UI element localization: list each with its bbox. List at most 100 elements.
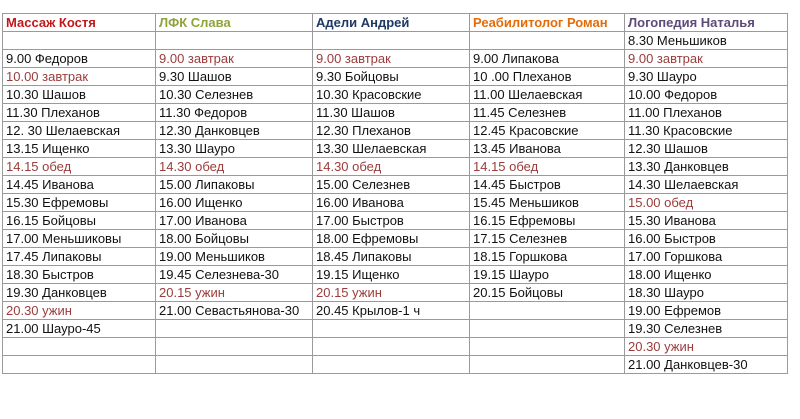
schedule-cell: 13.30 Шауро — [155, 139, 313, 158]
schedule-cell: 9.30 Бойцовы — [312, 67, 470, 86]
schedule-cell: 19.30 Данковцев — [2, 283, 156, 302]
table-row: 14.15 обед 14.30 обед 14.30 обед 14.15 обед… — [2, 157, 788, 176]
schedule-cell: 15.30 Ефремовы — [2, 193, 156, 212]
schedule-cell: 13.30 Шелаевская — [312, 139, 470, 158]
header-adeli: Адели Андрей — [312, 13, 470, 32]
schedule-cell: 19.15 Ищенко — [312, 265, 470, 284]
schedule-cell: 18.00 Ищенко — [624, 265, 788, 284]
header-row: Массаж Костя ЛФК Слава Адели Андрей Реаб… — [2, 13, 788, 32]
schedule-cell — [155, 31, 313, 50]
table-row: 21.00 Шауро-45 19.30 Селезнев — [2, 319, 788, 338]
schedule-cell: 10.30 Шашов — [2, 85, 156, 104]
table-row: 11.30 Плеханов 11.30 Федоров 11.30 Шашов 11… — [2, 103, 788, 122]
schedule-cell: 16.00 Ищенко — [155, 193, 313, 212]
schedule-cell: 21.00 Севастьянова-30 — [155, 301, 313, 320]
schedule-cell: 12.30 Шашов — [624, 139, 788, 158]
schedule-cell: 18.15 Горшкова — [469, 247, 625, 266]
schedule-cell: 12.45 Красовские — [469, 121, 625, 140]
schedule-cell: 18.30 Быстров — [2, 265, 156, 284]
schedule-cell: 14.45 Быстров — [469, 175, 625, 194]
header-rehab: Реабилитолог Роман — [469, 13, 625, 32]
schedule-cell: 9.00 Липакова — [469, 49, 625, 68]
schedule-cell: 20.15 Бойцовы — [469, 283, 625, 302]
schedule-cell: 17.00 Меньшиковы — [2, 229, 156, 248]
schedule-cell: 9.30 Шауро — [624, 67, 788, 86]
schedule-cell: 13.45 Иванова — [469, 139, 625, 158]
schedule-cell: 14.15 обед — [2, 157, 156, 176]
schedule-cell — [2, 31, 156, 50]
schedule-cell: 10.00 завтрак — [2, 67, 156, 86]
schedule-cell: 21.00 Данковцев-30 — [624, 355, 788, 374]
schedule-cell: 19.45 Селезнева-30 — [155, 265, 313, 284]
schedule-cell — [469, 319, 625, 338]
schedule-cell: 18.00 Бойцовы — [155, 229, 313, 248]
schedule-cell: 17.45 Липаковы — [2, 247, 156, 266]
table-row: 18.30 Быстров 19.45 Селезнева-30 19.15 Ище… — [2, 265, 788, 284]
schedule-cell: 8.30 Меньшиков — [624, 31, 788, 50]
schedule-cell: 9.00 завтрак — [155, 49, 313, 68]
schedule-cell: 19.00 Ефремов — [624, 301, 788, 320]
schedule-cell: 16.15 Бойцовы — [2, 211, 156, 230]
schedule-cell — [469, 355, 625, 374]
schedule-cell: 15.30 Иванова — [624, 211, 788, 230]
schedule-cell: 9.00 завтрак — [624, 49, 788, 68]
table-row: 9.00 Федоров 9.00 завтрак 9.00 завтрак 9.00… — [2, 49, 788, 68]
table-row: 16.15 Бойцовы 17.00 Иванова 17.00 Быстров 1… — [2, 211, 788, 230]
table-row: 12. 30 Шелаевская 12.30 Данковцев 12.30 Пл… — [2, 121, 788, 140]
schedule-cell: 10.30 Красовские — [312, 85, 470, 104]
schedule-cell: 12.30 Данковцев — [155, 121, 313, 140]
schedule-cell: 20.30 ужин — [2, 301, 156, 320]
table-row: 17.00 Меньшиковы 18.00 Бойцовы 18.00 Ефрем… — [2, 229, 788, 248]
schedule-cell: 11.00 Плеханов — [624, 103, 788, 122]
schedule-cell — [312, 319, 470, 338]
schedule-cell: 9.00 Федоров — [2, 49, 156, 68]
schedule-cell: 15.00 Селезнев — [312, 175, 470, 194]
header-lfk: ЛФК Слава — [155, 13, 313, 32]
schedule-cell — [469, 301, 625, 320]
schedule-cell: 14.15 обед — [469, 157, 625, 176]
table-row: 13.15 Ищенко 13.30 Шауро 13.30 Шелаевская 1… — [2, 139, 788, 158]
schedule-cell: 18.45 Липаковы — [312, 247, 470, 266]
table-row: 19.30 Данковцев 20.15 ужин 20.15 ужин 20.15… — [2, 283, 788, 302]
schedule-cell: 19.15 Шауро — [469, 265, 625, 284]
schedule-cell: 14.30 обед — [155, 157, 313, 176]
schedule-cell: 11.30 Шашов — [312, 103, 470, 122]
schedule-cell: 20.15 ужин — [155, 283, 313, 302]
schedule-cell: 10.30 Селезнев — [155, 85, 313, 104]
schedule-cell: 11.30 Федоров — [155, 103, 313, 122]
schedule-cell: 13.30 Данковцев — [624, 157, 788, 176]
schedule-cell: 13.15 Ищенко — [2, 139, 156, 158]
schedule-cell: 11.30 Красовские — [624, 121, 788, 140]
schedule-cell: 14.30 обед — [312, 157, 470, 176]
table-row: 10.00 завтрак 9.30 Шашов 9.30 Бойцовы 10 .0… — [2, 67, 788, 86]
schedule-cell: 11.45 Селезнев — [469, 103, 625, 122]
schedule-cell: 11.00 Шелаевская — [469, 85, 625, 104]
schedule-cell: 9.00 завтрак — [312, 49, 470, 68]
schedule-cell: 18.30 Шауро — [624, 283, 788, 302]
header-massage: Массаж Костя — [2, 13, 156, 32]
schedule-cell: 14.30 Шелаевская — [624, 175, 788, 194]
schedule-cell — [2, 355, 156, 374]
schedule-table: Массаж Костя ЛФК Слава Адели Андрей Реаб… — [2, 13, 788, 374]
schedule-cell: 12. 30 Шелаевская — [2, 121, 156, 140]
header-speech: Логопедия Наталья — [624, 13, 788, 32]
table-row: 21.00 Данковцев-30 — [2, 355, 788, 374]
schedule-cell: 17.00 Быстров — [312, 211, 470, 230]
schedule-cell: 17.00 Горшкова — [624, 247, 788, 266]
schedule-cell — [155, 319, 313, 338]
schedule-cell: 20.45 Крылов-1 ч — [312, 301, 470, 320]
table-row: 8.30 Меньшиков — [2, 31, 788, 50]
schedule-cell: 15.45 Меньшиков — [469, 193, 625, 212]
schedule-cell: 9.30 Шашов — [155, 67, 313, 86]
schedule-cell: 10.00 Федоров — [624, 85, 788, 104]
schedule-body: 8.30 Меньшиков 9.00 Федоров 9.00 завтрак 9.… — [2, 31, 788, 374]
schedule-cell — [2, 337, 156, 356]
schedule-cell: 20.30 ужин — [624, 337, 788, 356]
table-row: 14.45 Иванова 15.00 Липаковы 15.00 Селезне… — [2, 175, 788, 194]
schedule-cell — [312, 31, 470, 50]
table-row: 20.30 ужин 21.00 Севастьянова-30 20.45 Кры… — [2, 301, 788, 320]
schedule-cell: 12.30 Плеханов — [312, 121, 470, 140]
schedule-cell: 17.00 Иванова — [155, 211, 313, 230]
schedule-cell: 19.30 Селезнев — [624, 319, 788, 338]
